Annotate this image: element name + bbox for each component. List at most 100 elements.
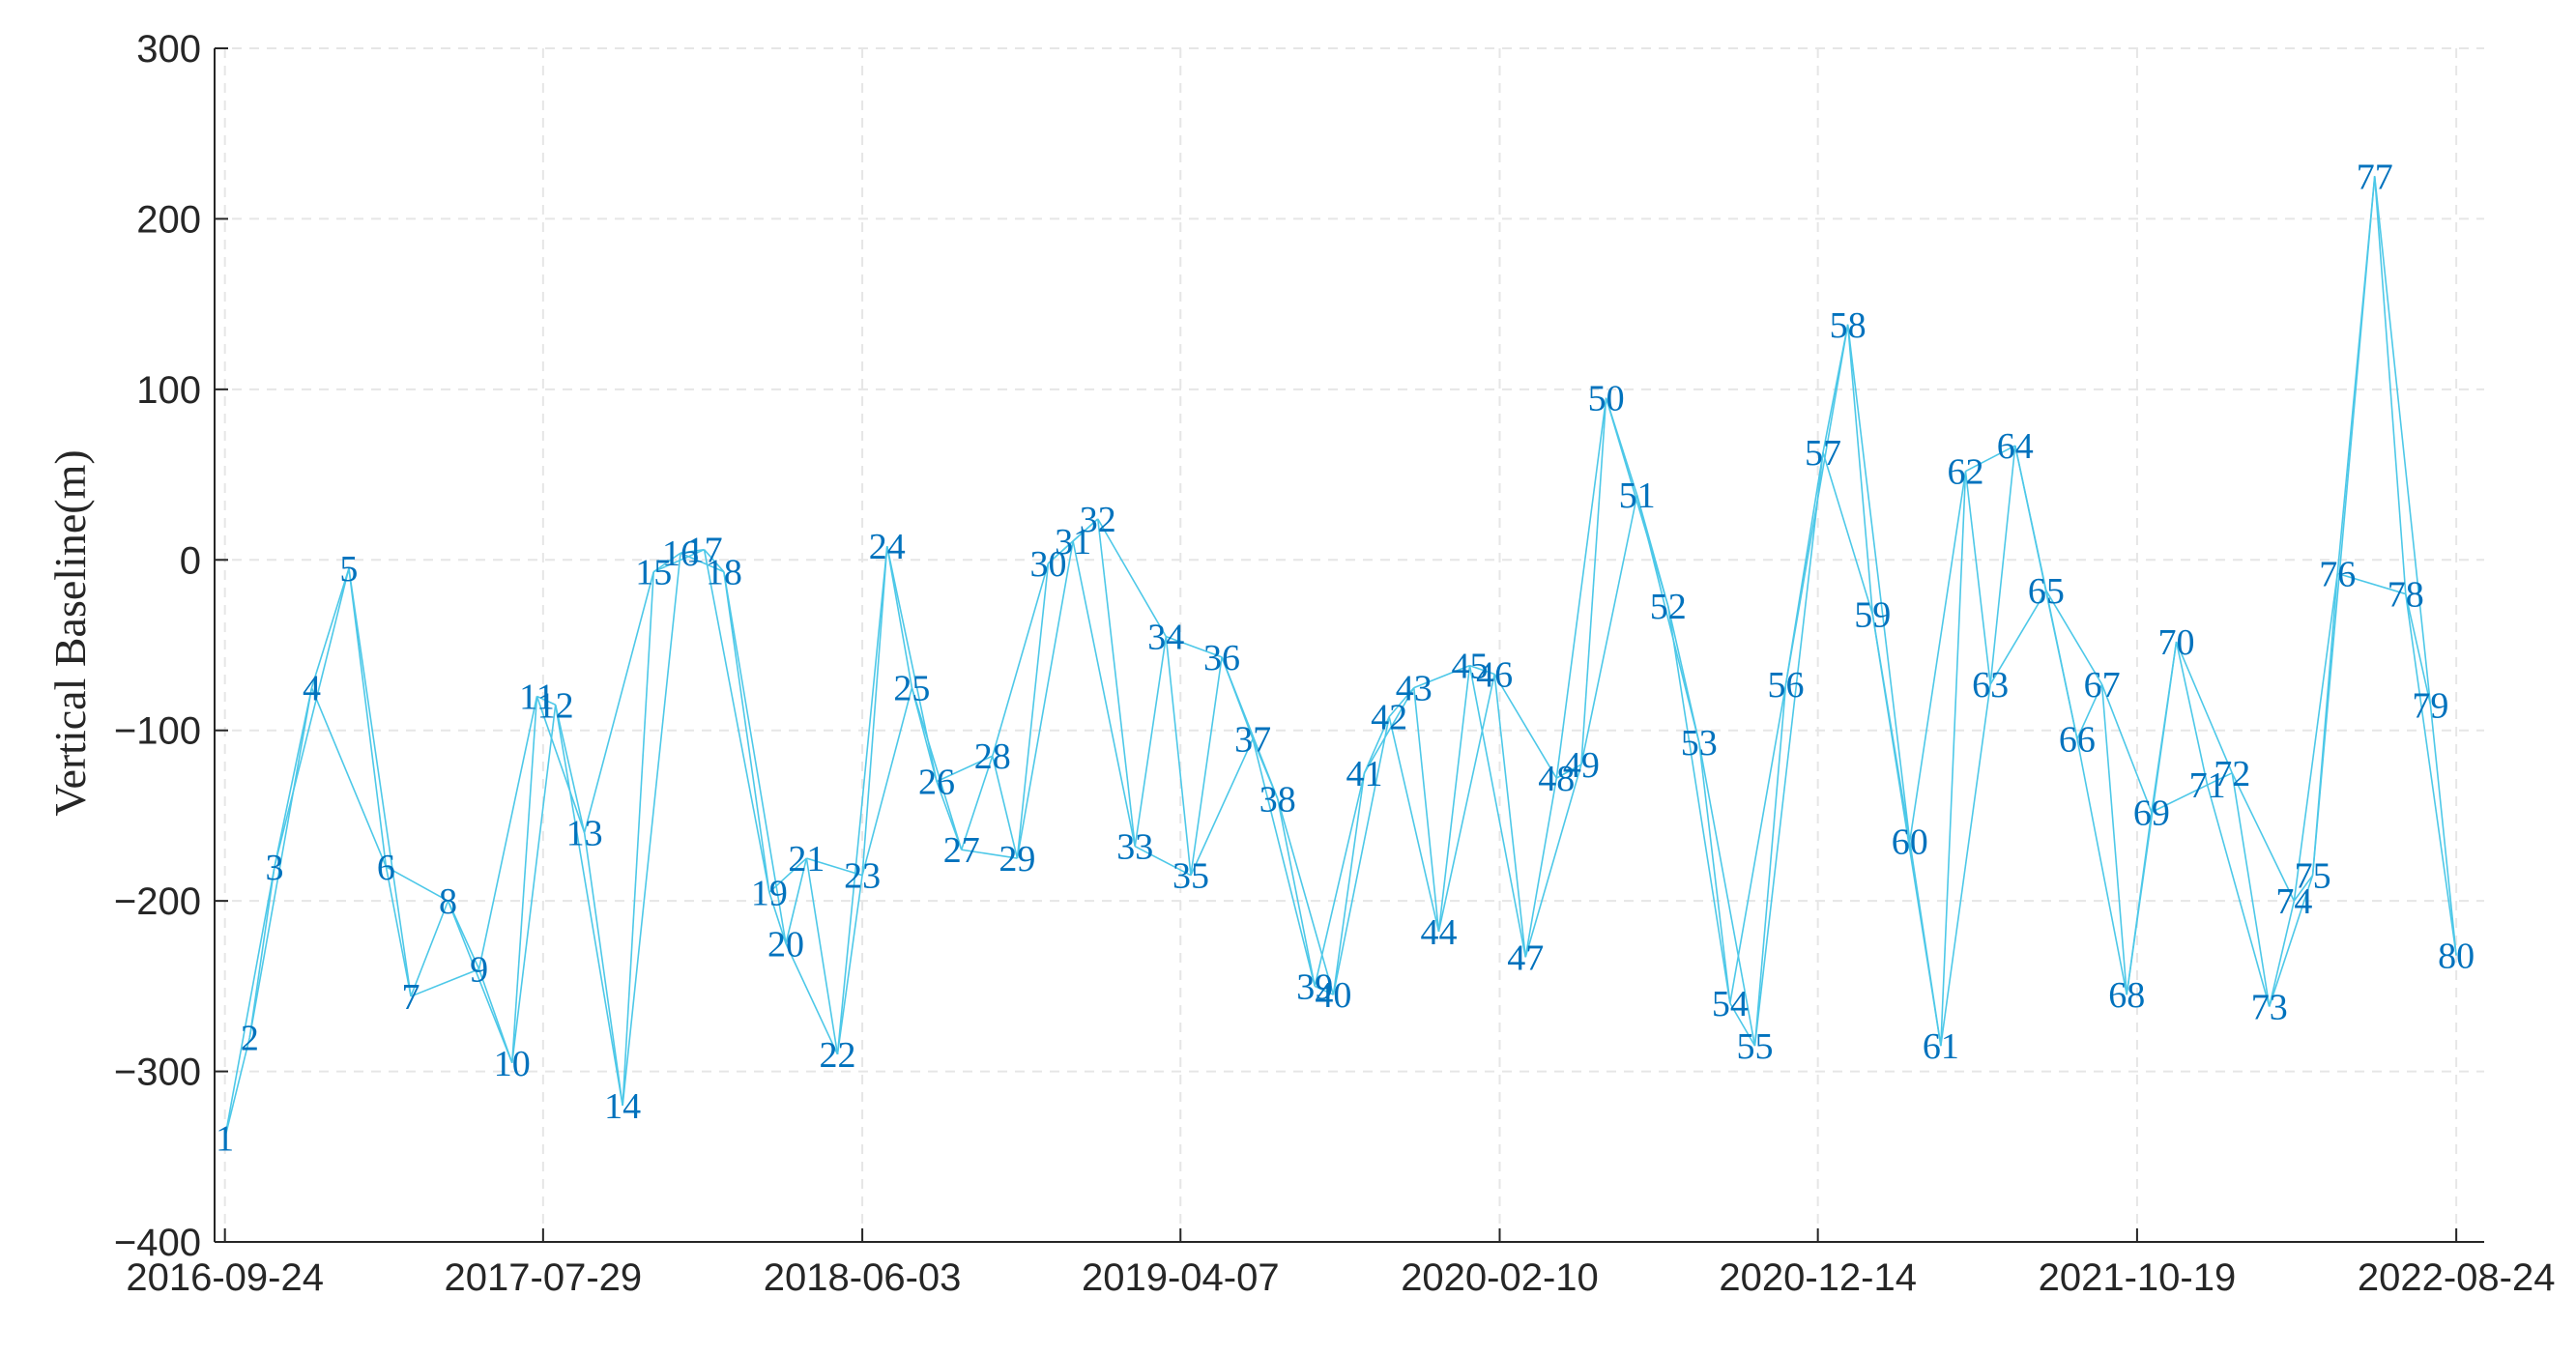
interferogram-edge xyxy=(1524,764,1582,958)
interferogram-edge xyxy=(2100,683,2153,813)
x-tick-label: 2017-07-29 xyxy=(445,1256,643,1299)
interferogram-edge xyxy=(1165,636,1192,876)
acquisition-label: 79 xyxy=(2412,685,2448,726)
acquisition-label: 58 xyxy=(1830,305,1867,346)
acquisition-label: 52 xyxy=(1650,587,1687,627)
interferogram-edge xyxy=(536,695,557,706)
y-tick-label: −100 xyxy=(114,710,201,753)
interferogram-edge xyxy=(1388,687,1415,718)
acquisition-label: 23 xyxy=(844,856,881,897)
acquisition-label: 38 xyxy=(1259,779,1296,820)
interferogram-edge xyxy=(768,857,807,893)
interferogram-edge xyxy=(274,687,313,868)
interferogram-edge xyxy=(1965,445,2016,473)
acquisition-label: 29 xyxy=(999,839,1035,879)
interferogram-edge xyxy=(410,967,479,997)
interferogram-edge xyxy=(1729,683,1787,1004)
interferogram-edge xyxy=(1314,985,1334,995)
acquisition-label: 28 xyxy=(974,736,1011,777)
acquisition-label: 73 xyxy=(2251,988,2288,1028)
interferogram-edge xyxy=(1437,665,1471,932)
interferogram-edge xyxy=(1908,471,1967,842)
interferogram-edge xyxy=(680,548,705,555)
acquisition-label: 3 xyxy=(265,848,283,888)
acquisition-label: 18 xyxy=(706,553,742,593)
interferogram-edge xyxy=(1134,845,1192,877)
interferogram-edge xyxy=(310,687,388,868)
interferogram-edge xyxy=(348,568,388,867)
y-tick-label: 100 xyxy=(136,369,201,412)
interferogram-edge xyxy=(1072,518,1099,542)
acquisition-label: 72 xyxy=(2214,754,2250,794)
interferogram-edge xyxy=(410,900,449,997)
interferogram-edge xyxy=(2175,641,2233,774)
interferogram-edge xyxy=(1332,716,1390,995)
y-tick-label: 0 xyxy=(180,539,201,582)
acquisition-label: 30 xyxy=(1029,544,1066,585)
acquisition-label: 60 xyxy=(1892,822,1928,862)
y-tick-label: −200 xyxy=(114,880,201,923)
interferogram-edge xyxy=(447,900,513,1064)
acquisition-label: 39 xyxy=(1296,966,1333,1007)
interferogram-edge xyxy=(1908,841,1942,1047)
interferogram-edge xyxy=(1493,674,1527,958)
acquisition-label: 45 xyxy=(1452,647,1489,687)
acquisition-label: 76 xyxy=(2319,554,2356,594)
acquisition-label: 57 xyxy=(1805,433,1841,474)
interferogram-edge xyxy=(1753,452,1824,1047)
x-tick-label: 2022-08-24 xyxy=(2358,1256,2556,1299)
interferogram-edge xyxy=(1822,324,1849,453)
acquisition-label: 19 xyxy=(751,873,788,913)
interferogram-edge xyxy=(478,968,513,1064)
interferogram-edge xyxy=(1363,716,1390,774)
acquisition-label: 44 xyxy=(1420,912,1457,953)
interferogram-edge xyxy=(248,866,275,1038)
acquisition-label: 59 xyxy=(1854,595,1891,636)
acquisition-label: 68 xyxy=(2108,975,2145,1016)
acquisition-label: 66 xyxy=(2059,720,2096,761)
interferogram-edge xyxy=(991,562,1050,757)
acquisition-label: 64 xyxy=(1997,426,2034,467)
interferogram-edge xyxy=(1555,397,1607,779)
grid-lines xyxy=(215,47,2484,1242)
interferogram-edge xyxy=(961,849,1018,859)
acquisition-label: 31 xyxy=(1055,522,1091,562)
interferogram-edge xyxy=(1729,1002,1756,1047)
interferogram-edge xyxy=(1276,798,1335,995)
interferogram-edge xyxy=(2231,772,2296,902)
interferogram-edge xyxy=(2207,772,2233,786)
interferogram-edge xyxy=(223,1037,251,1139)
acquisition-label: 32 xyxy=(1080,500,1116,540)
x-tick-label: 2020-02-10 xyxy=(1401,1256,1599,1299)
acquisition-label: 78 xyxy=(2388,575,2424,616)
interferogram-edge xyxy=(385,866,412,997)
interferogram-edge xyxy=(1252,738,1279,799)
interferogram-edge xyxy=(1468,665,1527,958)
interferogram-edge xyxy=(511,705,557,1063)
interferogram-edge xyxy=(2268,900,2296,1007)
interferogram-edge xyxy=(1437,674,1495,933)
acquisition-label: 74 xyxy=(2275,881,2312,922)
interferogram-edge xyxy=(2045,590,2103,685)
interferogram-edge xyxy=(554,705,623,1106)
acquisition-label: 4 xyxy=(303,669,321,709)
acquisition-label: 53 xyxy=(1681,723,1718,764)
interferogram-edge xyxy=(2231,772,2271,1007)
interferogram-edge xyxy=(703,549,770,893)
interferogram-edge xyxy=(836,875,863,1055)
interferogram-edge xyxy=(1276,798,1316,987)
interferogram-edge xyxy=(1412,687,1440,932)
interferogram-edge xyxy=(248,687,313,1038)
acquisition-label: 48 xyxy=(1538,759,1575,799)
interferogram-edge xyxy=(1989,445,2016,685)
acquisition-label: 77 xyxy=(2357,157,2393,197)
acquisition-label: 9 xyxy=(470,950,488,991)
acquisition-label: 33 xyxy=(1116,827,1153,868)
acquisition-label: 6 xyxy=(377,848,395,888)
acquisition-label: 24 xyxy=(869,527,906,567)
acquisition-label: 1 xyxy=(216,1118,234,1159)
interferogram-edge xyxy=(703,549,725,573)
interferogram-edge xyxy=(2293,875,2314,902)
